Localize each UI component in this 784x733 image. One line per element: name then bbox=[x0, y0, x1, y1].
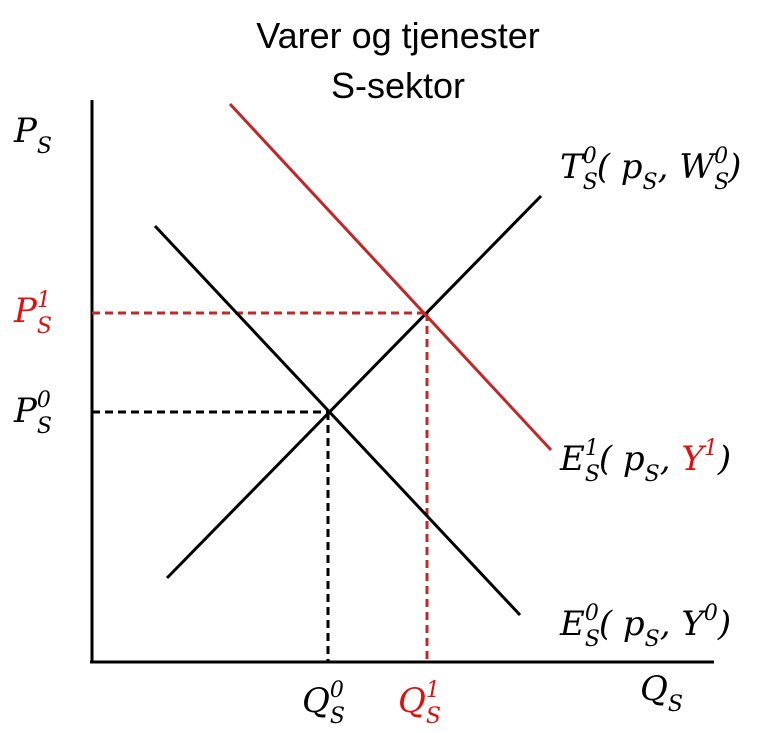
label-part: 1 bbox=[585, 436, 599, 461]
label-part: 0 bbox=[714, 144, 728, 169]
label-part: E bbox=[559, 604, 585, 644]
label-part: S bbox=[645, 627, 660, 652]
title-line: Varer og tjenester bbox=[256, 15, 539, 56]
label-part: Q bbox=[302, 681, 330, 721]
curve-label: ES1( pS, Y1) bbox=[559, 436, 731, 487]
label-part: Q bbox=[640, 669, 668, 709]
label-part: S bbox=[714, 170, 729, 195]
label-part: S bbox=[426, 704, 441, 729]
label-part: ( p bbox=[599, 439, 645, 479]
quantity-label: QS0 bbox=[302, 678, 345, 729]
label-part: 0 bbox=[583, 144, 597, 169]
label-part: , bbox=[660, 439, 682, 479]
label-part: 1 bbox=[426, 678, 440, 703]
label-part: S bbox=[37, 134, 52, 159]
label-part: Y bbox=[681, 439, 707, 479]
label-part: 1 bbox=[37, 288, 51, 313]
label-part: P bbox=[13, 391, 38, 431]
label-part: Q bbox=[398, 681, 426, 721]
label-part: 0 bbox=[37, 388, 51, 413]
label-part: ) bbox=[717, 604, 731, 644]
label-part: ) bbox=[727, 147, 741, 187]
quantity-label: QS1 bbox=[398, 678, 441, 729]
label-part: 0 bbox=[585, 601, 599, 626]
curve-label: TS0( pS, WS0) bbox=[560, 144, 741, 195]
label-part: T bbox=[560, 147, 585, 187]
label-part: S bbox=[643, 170, 658, 195]
demand-curve-shifted bbox=[228, 102, 553, 452]
label-part: ) bbox=[717, 439, 731, 479]
y-axis-label: PS bbox=[13, 111, 52, 159]
curve-label: ES0( pS, Y0) bbox=[559, 601, 731, 652]
label-part: ( p bbox=[597, 147, 643, 187]
price-label: PS0 bbox=[13, 388, 52, 439]
x-axis-label: QS bbox=[640, 669, 683, 717]
label-part: P bbox=[13, 291, 38, 331]
label-part: S bbox=[583, 170, 598, 195]
label-part: S bbox=[37, 414, 52, 439]
supply-curve bbox=[165, 194, 543, 580]
label-part: S bbox=[668, 692, 683, 717]
label-part: S bbox=[37, 314, 52, 339]
demand-curve bbox=[153, 224, 522, 617]
label-part: S bbox=[330, 704, 345, 729]
label-part: , Y bbox=[660, 604, 708, 644]
price-label: PS1 bbox=[13, 288, 52, 339]
label-part: S bbox=[645, 462, 660, 487]
label-part: 1 bbox=[704, 436, 718, 461]
label-part: P bbox=[13, 111, 38, 151]
label-part: 0 bbox=[330, 678, 344, 703]
label-part: S bbox=[585, 627, 600, 652]
label-part: , W bbox=[658, 147, 718, 187]
label-part: 0 bbox=[704, 601, 718, 626]
label-part: ( p bbox=[599, 604, 645, 644]
label-part: S bbox=[585, 462, 600, 487]
label-part: E bbox=[559, 439, 585, 479]
title-line: S-sektor bbox=[331, 65, 465, 106]
